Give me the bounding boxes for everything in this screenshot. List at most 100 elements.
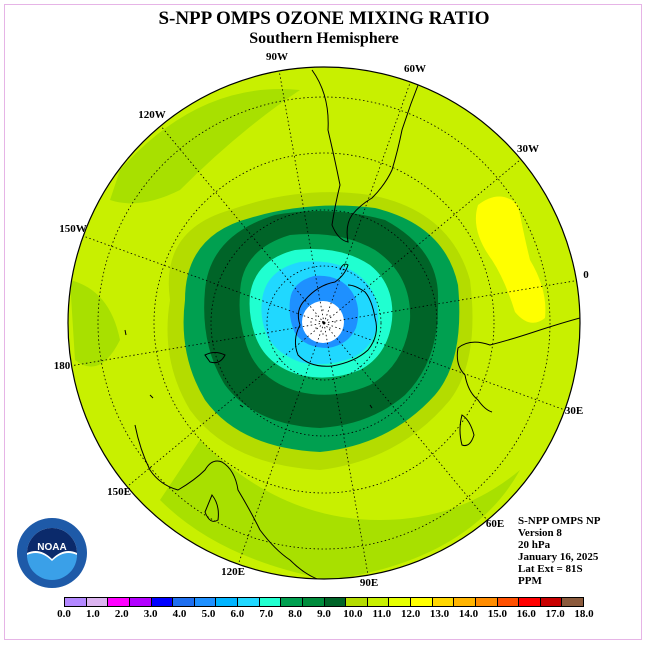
lon-label-30e: 30E	[565, 405, 583, 417]
lon-label-120w: 120W	[138, 109, 166, 121]
info-pressure: 20 hPa	[518, 539, 551, 551]
globe-outline	[67, 66, 581, 580]
lon-line-120w	[159, 124, 325, 324]
lon-line-90e	[323, 322, 369, 576]
colorbar-swatch	[411, 598, 433, 606]
noaa-logo-text: NOAA	[37, 542, 66, 553]
lon-label-60e: 60E	[486, 518, 504, 530]
ozone-field	[68, 67, 580, 579]
colorbar	[64, 597, 584, 607]
info-version: Version 8	[518, 527, 562, 539]
latitude-circles	[97, 96, 551, 550]
colorbar-label: 18.0	[574, 608, 594, 620]
ozone-patch-high	[475, 196, 546, 323]
colorbar-swatch	[151, 598, 174, 606]
coast-south-america	[311, 67, 446, 243]
longitude-labels: 90W 60W 30W 0 30E 60E 90E 120E 150E 180 150W 120W	[54, 51, 590, 589]
colorbar-swatch	[324, 598, 347, 606]
lon-label-120e: 120E	[221, 566, 245, 578]
pole-dot	[322, 333, 324, 335]
ozone-patch-bottom	[160, 440, 520, 579]
lon-label-150e: 150E	[107, 486, 131, 498]
colorbar-swatch	[108, 598, 130, 606]
lon-line-30w	[323, 159, 521, 324]
colorbar-swatch	[238, 598, 260, 606]
pole-dot	[322, 309, 324, 311]
pole-dot	[334, 321, 336, 323]
info-panel: S-NPP OMPS NP Version 8 20 hPa January 1…	[518, 515, 601, 587]
pole-dot	[315, 315, 317, 317]
noaa-logo: NOAA	[17, 518, 87, 588]
colorbar-swatch	[302, 598, 325, 606]
colorbar-swatch	[65, 598, 87, 606]
pole-dot	[329, 327, 331, 329]
colorbar-label: 0.0	[57, 608, 71, 620]
colorbar-label: 5.0	[201, 608, 216, 620]
colorbar-label: 3.0	[143, 608, 158, 620]
longitude-lines	[69, 69, 580, 576]
plot-frame	[4, 4, 642, 640]
colorbar-label: 1.0	[86, 608, 100, 620]
ozone-patch-upper-left	[110, 89, 300, 204]
colorbar-label: 10.0	[343, 608, 363, 620]
colorbar-label: 11.0	[372, 608, 392, 620]
info-units: PPM	[518, 575, 542, 587]
pole-dot	[329, 315, 331, 317]
noaa-logo-sea	[27, 553, 77, 580]
coast-australia	[134, 424, 321, 579]
lon-line-60w	[323, 82, 411, 324]
coastlines	[124, 67, 580, 579]
colorbar-swatch	[194, 598, 217, 606]
coast-antarctica	[294, 263, 377, 367]
colorbar-swatch	[454, 598, 476, 606]
island-2	[149, 394, 154, 399]
ozone-patch-left	[70, 280, 120, 367]
pole-dot	[315, 327, 317, 329]
lat-circle-30	[97, 96, 551, 550]
colorbar-swatch	[562, 598, 583, 606]
colorbar-swatch	[346, 598, 368, 606]
colorbar-swatch	[475, 598, 498, 606]
map-subtitle: Southern Hemisphere	[249, 30, 399, 47]
coast-madagascar	[459, 414, 475, 446]
colorbar-label: 6.0	[230, 608, 245, 620]
colorbar-swatch	[129, 598, 152, 606]
colorbar-swatch	[497, 598, 520, 606]
colorbar-label: 13.0	[429, 608, 450, 620]
lon-label-60w: 60W	[404, 63, 426, 75]
lon-label-0: 0	[583, 269, 589, 281]
colorbar-label: 2.0	[114, 608, 129, 620]
map-title: S-NPP OMPS OZONE MIXING RATIO	[158, 8, 490, 29]
colorbar-swatch	[540, 598, 563, 606]
colorbar-swatch	[432, 598, 455, 606]
noaa-logo-sky	[27, 528, 77, 559]
lon-label-30w: 30W	[517, 143, 539, 155]
lon-label-150w: 150W	[59, 223, 87, 235]
lon-label-180: 180	[54, 360, 71, 372]
info-lat-ext: Lat Ext = 81S	[518, 563, 583, 575]
island-4	[369, 404, 373, 409]
lon-label-90e: 90E	[360, 577, 378, 589]
coast-africa	[456, 317, 580, 413]
colorbar-label: 16.0	[516, 608, 536, 620]
colorbar-swatch	[86, 598, 109, 606]
lon-label-90w: 90W	[266, 51, 288, 63]
colorbar-label: 15.0	[487, 608, 507, 620]
colorbar-labels: 0.0 1.0 2.0 3.0 4.0 5.0 6.0 7.0 8.0 9.0 10.0 11.0 12…	[57, 608, 594, 622]
pole-dot	[310, 321, 312, 323]
island-1	[124, 329, 127, 336]
colorbar-swatch	[173, 598, 195, 606]
lon-line-120e	[237, 322, 325, 566]
coast-australia-gulf	[204, 494, 219, 522]
lon-line-60e	[323, 322, 488, 521]
colorbar-swatch	[389, 598, 411, 606]
colorbar-label: 12.0	[401, 608, 421, 620]
colorbar-label: 8.0	[288, 608, 302, 620]
colorbar-swatch	[281, 598, 303, 606]
lon-line-90w	[278, 69, 325, 324]
colorbar-swatch	[367, 598, 390, 606]
lat-circle-60	[210, 209, 438, 437]
colorbar-label: 14.0	[458, 608, 479, 620]
lon-line-30e	[323, 322, 566, 411]
